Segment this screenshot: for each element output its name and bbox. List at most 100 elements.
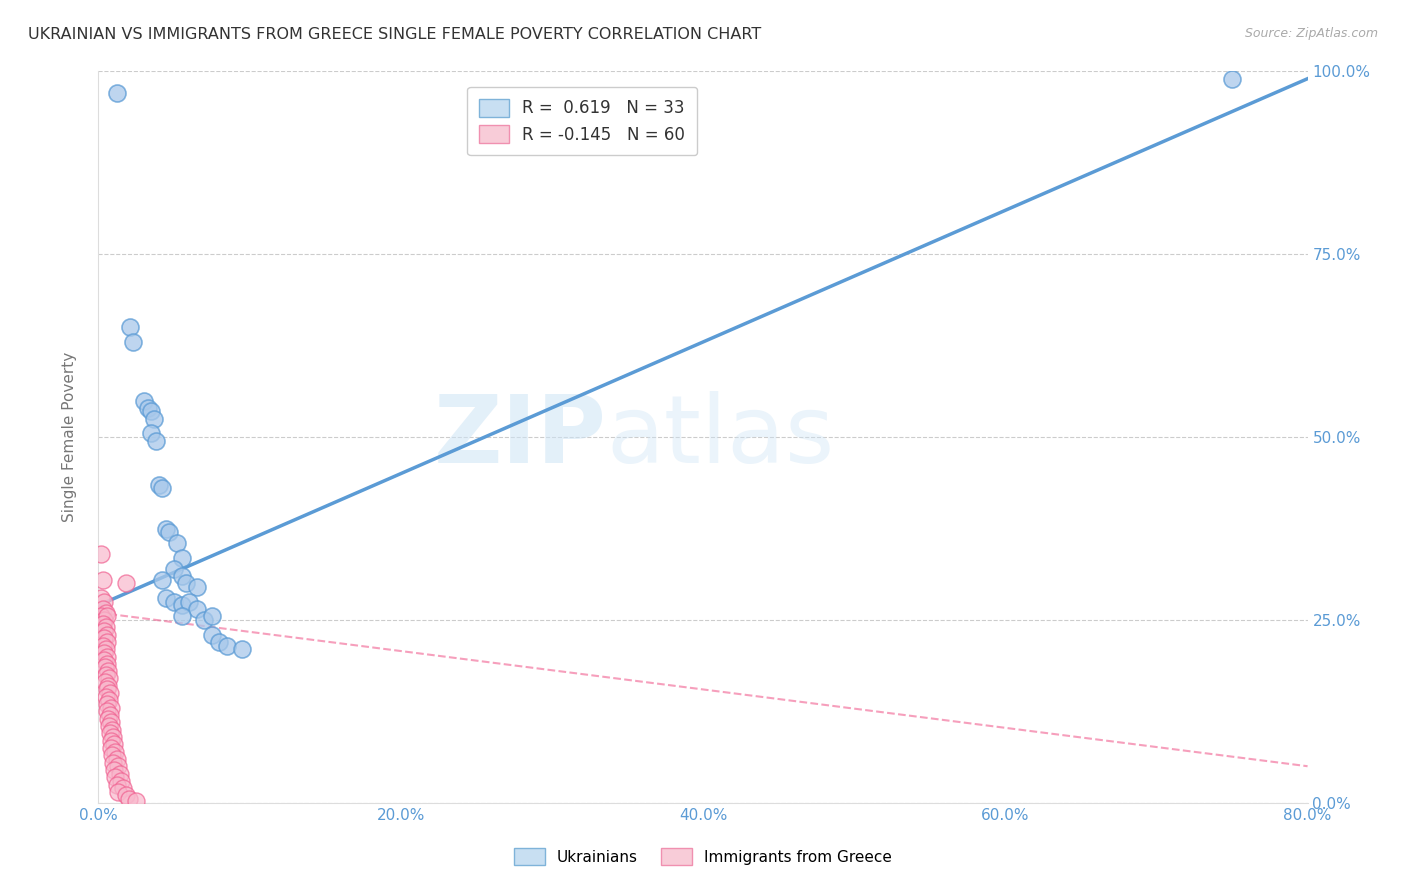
Point (110, 773, 132, 788)
Point (163, 562, 186, 576)
Point (105, 87, 128, 101)
Point (150, 573, 173, 587)
Point (91, 616, 114, 631)
Point (98, 686, 121, 700)
Text: UKRAINIAN VS IMMIGRANTS FROM GREECE SINGLE FEMALE POVERTY CORRELATION CHART: UKRAINIAN VS IMMIGRANTS FROM GREECE SING… (28, 27, 762, 42)
Point (101, 730, 124, 744)
Point (122, 334, 145, 349)
Point (98, 693, 121, 707)
Point (120, 320, 142, 334)
Point (174, 576, 197, 591)
Point (97, 664, 120, 678)
Point (231, 642, 253, 657)
Point (100, 733, 122, 747)
Point (145, 434, 167, 448)
Point (163, 594, 186, 608)
Point (100, 740, 122, 755)
Point (96, 609, 118, 624)
Point (96, 657, 118, 671)
Point (155, 591, 177, 605)
Point (91, 639, 114, 653)
Y-axis label: Single Female Poverty: Single Female Poverty (62, 352, 77, 522)
Point (155, 521, 177, 535)
Point (166, 536, 188, 550)
Point (100, 700, 122, 714)
Point (136, 401, 159, 415)
Point (96, 697, 118, 711)
Point (111, 781, 134, 796)
Point (107, 785, 129, 799)
Point (91, 602, 114, 616)
Point (94, 606, 117, 620)
Point (148, 477, 170, 491)
Point (186, 580, 208, 594)
Point (98, 672, 121, 686)
Point (94, 690, 117, 704)
Point (170, 569, 193, 583)
Point (94, 642, 117, 657)
Point (93, 632, 115, 646)
Point (193, 613, 215, 627)
Point (215, 639, 238, 653)
Point (90, 591, 112, 605)
Point (114, 789, 136, 803)
Text: ZIP: ZIP (433, 391, 606, 483)
Point (1220, 71, 1243, 86)
Point (104, 770, 127, 784)
Point (159, 525, 181, 540)
Point (90, 609, 112, 624)
Point (107, 759, 129, 773)
Point (201, 609, 224, 624)
Point (103, 737, 125, 751)
Point (103, 763, 125, 777)
Point (101, 756, 124, 770)
Point (93, 594, 115, 608)
Point (90, 547, 112, 561)
Text: Source: ZipAtlas.com: Source: ZipAtlas.com (1244, 27, 1378, 40)
Point (96, 627, 118, 641)
Point (114, 576, 136, 591)
Point (97, 679, 120, 693)
Point (94, 675, 117, 690)
Point (208, 635, 231, 649)
Legend: R =  0.619   N = 33, R = -0.145   N = 60: R = 0.619 N = 33, R = -0.145 N = 60 (467, 87, 697, 155)
Point (201, 627, 224, 641)
Point (101, 723, 124, 737)
Point (93, 646, 115, 660)
Point (170, 599, 193, 613)
Text: atlas: atlas (606, 391, 835, 483)
Point (94, 667, 117, 681)
Point (105, 778, 128, 792)
Point (125, 794, 148, 808)
Point (101, 748, 124, 763)
Point (91, 573, 114, 587)
Point (104, 745, 127, 759)
Point (170, 550, 193, 565)
Point (97, 712, 120, 726)
Point (141, 404, 163, 418)
Point (93, 624, 115, 638)
Point (98, 726, 121, 740)
Point (96, 682, 118, 697)
Point (105, 752, 128, 766)
Point (186, 602, 208, 616)
Point (96, 649, 118, 664)
Point (150, 481, 173, 495)
Point (170, 609, 193, 624)
Point (94, 660, 117, 674)
Point (108, 766, 131, 780)
Point (94, 620, 117, 634)
Point (98, 708, 121, 723)
Point (179, 594, 201, 608)
Point (132, 393, 155, 408)
Point (93, 653, 115, 667)
Point (96, 705, 118, 719)
Point (118, 792, 141, 806)
Point (100, 715, 122, 730)
Point (143, 412, 166, 426)
Legend: Ukrainians, Immigrants from Greece: Ukrainians, Immigrants from Greece (508, 842, 898, 871)
Point (141, 426, 163, 441)
Point (93, 613, 115, 627)
Point (96, 635, 118, 649)
Point (98, 719, 121, 733)
